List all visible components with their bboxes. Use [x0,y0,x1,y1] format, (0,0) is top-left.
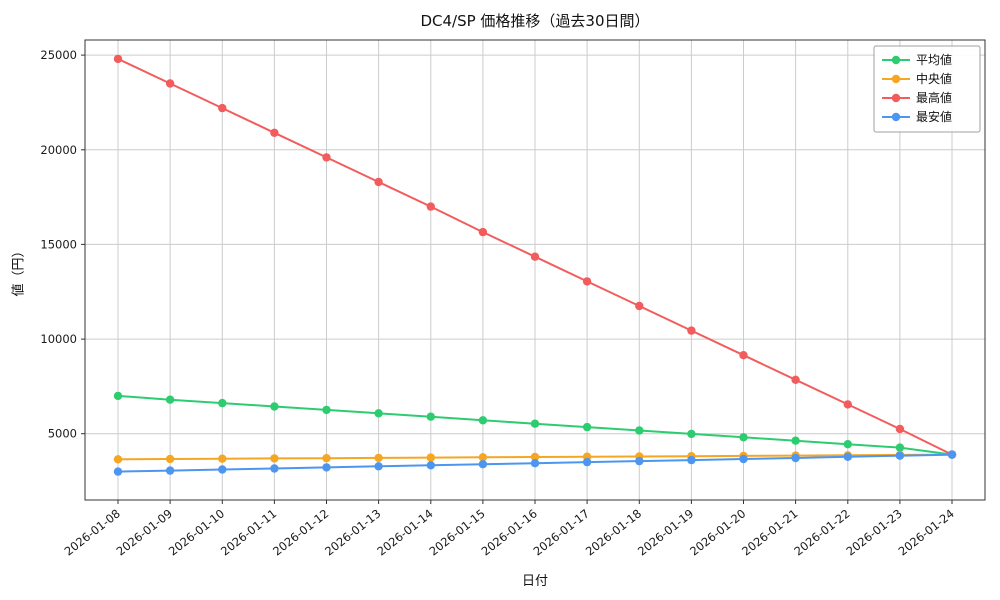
data-point [791,436,800,445]
data-point [322,463,331,472]
data-point [895,424,905,434]
legend-label: 平均値 [916,52,952,67]
data-point [478,416,488,425]
data-point [739,454,748,464]
x-tick-label: 2026-01-24 [896,506,957,558]
data-point [635,301,644,311]
data-point [426,461,435,470]
data-point [687,429,696,439]
data-point [739,433,748,442]
x-tick-label: 2026-01-18 [583,506,644,558]
legend-sample-marker [891,93,901,103]
data-point [478,227,488,237]
data-point [165,454,175,464]
data-point [582,422,592,432]
data-point [530,452,540,462]
data-point [582,277,592,286]
x-tick-label: 2026-01-21 [739,506,800,558]
data-point [322,153,331,162]
y-tick-label: 5000 [48,427,77,441]
data-point [895,451,905,460]
data-point [530,252,540,261]
y-axis-label: 値（円） [11,244,27,297]
data-point [270,454,279,463]
x-tick-label: 2026-01-23 [843,506,904,558]
x-tick-label: 2026-01-19 [635,506,696,558]
data-point [165,79,175,88]
data-point [947,450,957,459]
x-tick-label: 2026-01-12 [270,506,331,558]
data-point [218,103,227,113]
x-tick-label: 2026-01-14 [374,506,435,558]
x-tick-label: 2026-01-20 [687,506,748,558]
data-point [478,460,488,469]
data-point [530,459,540,468]
x-tick-label: 2026-01-08 [62,506,123,558]
data-point [113,467,123,476]
data-point [113,54,123,64]
legend-sample-marker [891,74,901,84]
y-tick-label: 10000 [40,332,77,346]
data-point [426,412,435,421]
data-point [530,419,540,428]
data-point [218,465,227,474]
x-tick-label: 2026-01-09 [114,506,175,558]
data-point [374,409,383,418]
legend-label: 最高値 [916,90,952,105]
x-tick-label: 2026-01-22 [791,506,852,558]
data-point [113,391,123,401]
data-point [374,177,383,187]
x-tick-label: 2026-01-11 [218,506,279,558]
data-point [113,455,123,464]
y-tick-label: 25000 [40,48,77,62]
legend-box [873,45,981,133]
legend-sample-marker [891,112,901,122]
x-axis-label: 日付 [521,574,548,589]
data-point [635,456,644,466]
data-point [165,395,175,404]
data-point [374,462,383,471]
y-tick-label: 20000 [40,143,77,157]
x-tick-label: 2026-01-16 [479,506,540,558]
data-point [426,453,435,462]
data-point [322,454,331,463]
data-point [218,454,227,463]
data-point [218,398,227,408]
data-point [374,453,383,463]
chart-title: DC4/SP 価格推移（過去30日間） [420,12,650,30]
data-point [895,443,905,452]
x-tick-label: 2026-01-13 [322,506,383,558]
data-point [270,128,279,137]
data-point [843,452,852,461]
legend-label: 中央値 [916,71,952,86]
x-tick-label: 2026-01-17 [531,506,592,558]
data-point [322,405,331,415]
data-point [582,457,592,467]
data-point [687,326,696,335]
legend-sample-marker [891,55,901,65]
data-point [791,453,800,463]
data-point [739,351,748,360]
data-point [687,455,696,465]
x-tick-label: 2026-01-15 [426,506,487,558]
x-tick-label: 2026-01-10 [166,506,227,558]
data-point [843,400,852,409]
y-tick-label: 15000 [40,237,77,251]
data-point [478,453,488,462]
data-point [635,426,644,435]
data-point [165,466,175,475]
data-point [270,464,279,473]
data-point [843,440,852,449]
legend-label: 最安値 [916,109,952,124]
data-point [270,402,279,411]
data-point [426,202,435,211]
data-point [791,375,800,384]
